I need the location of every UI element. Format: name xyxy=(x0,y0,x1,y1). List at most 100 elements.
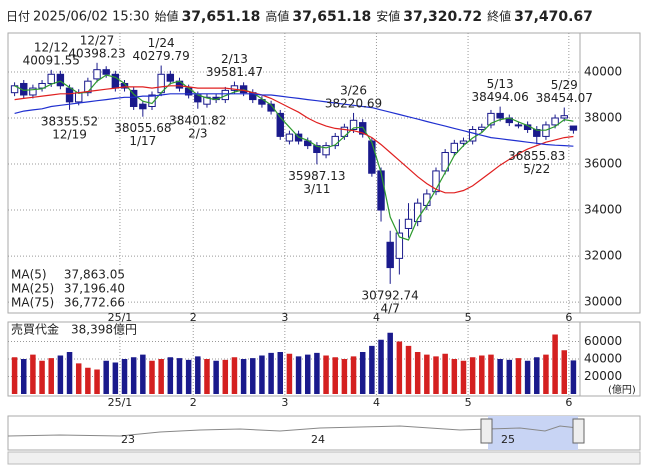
volume-bar xyxy=(130,357,137,394)
header-label: 終値 xyxy=(487,9,511,24)
candle-body xyxy=(404,218,413,229)
y-tick-label: 36000 xyxy=(584,157,622,171)
volume-bar xyxy=(149,360,155,394)
volume-bar xyxy=(469,357,476,394)
volume-bar xyxy=(66,352,73,394)
y-tick-label: 40000 xyxy=(584,352,622,366)
volume-bar xyxy=(304,354,311,394)
volume-bar xyxy=(11,357,18,394)
volume-bar xyxy=(39,360,45,394)
volume-bar xyxy=(277,352,284,394)
volume-bar xyxy=(552,334,558,394)
x-tick-label: 4 xyxy=(373,311,380,324)
annotation-value: 38494.06 xyxy=(471,90,528,104)
volume-bar xyxy=(195,356,201,394)
candle-body xyxy=(65,87,74,103)
candle-body xyxy=(93,69,101,80)
navigator-handle[interactable] xyxy=(480,418,493,444)
candle-body xyxy=(560,115,568,119)
annotation-value: 40398.23 xyxy=(68,46,125,60)
candle-body xyxy=(322,145,330,156)
candle-body xyxy=(47,73,55,84)
candle-body xyxy=(569,125,578,131)
candle-body xyxy=(129,89,138,107)
volume-bar xyxy=(48,358,54,394)
x-tick-label: 2 xyxy=(190,311,197,324)
navigator[interactable]: 23 24 25 xyxy=(7,415,641,465)
candle-body xyxy=(148,94,156,107)
volume-bar xyxy=(259,355,265,394)
candle-body xyxy=(331,135,339,147)
navigator-handle[interactable] xyxy=(572,418,585,444)
header-value: 2025/06/02 15:30 xyxy=(33,10,150,25)
header-label: 安値 xyxy=(376,9,400,24)
volume-bar xyxy=(240,359,247,394)
x-tick-label: 4 xyxy=(373,396,380,409)
volume-bar xyxy=(433,356,439,394)
header-value: 37,651.18 xyxy=(292,9,371,25)
volume-bar xyxy=(167,357,174,394)
volume-bar xyxy=(405,345,412,394)
volume-bar xyxy=(350,356,357,394)
volume-bar xyxy=(378,339,384,394)
volume-bar xyxy=(396,341,403,394)
candle-body xyxy=(102,69,110,75)
annotation-date: 1/24 xyxy=(148,36,175,50)
volume-bar xyxy=(94,369,100,394)
volume-label: 売買代金 38,398億円 xyxy=(11,322,137,337)
navigator-window[interactable] xyxy=(488,416,578,450)
candle-body xyxy=(514,124,523,127)
volume-bar xyxy=(570,360,577,394)
volume-bar xyxy=(543,354,549,394)
volume-bar xyxy=(295,356,302,394)
annotation-date: 12/19 xyxy=(52,127,87,141)
annotation-value: 40091.55 xyxy=(23,53,80,67)
candle-body xyxy=(377,170,385,211)
volume-bar xyxy=(314,352,320,394)
annotation-date: 3/11 xyxy=(303,182,330,196)
header-label: 始値 xyxy=(155,9,179,24)
volume-bar xyxy=(387,332,393,394)
price-panel xyxy=(7,32,641,314)
volume-bar xyxy=(30,354,36,394)
candle-body xyxy=(386,241,394,269)
candle-body xyxy=(423,193,431,206)
y-tick-label: 20000 xyxy=(584,369,622,383)
header-label: 日付 xyxy=(6,10,30,24)
volume-bar xyxy=(534,357,540,394)
x-tick-label: 6 xyxy=(565,396,572,409)
volume-bar xyxy=(460,360,467,394)
annotation-value: 30792.74 xyxy=(362,288,419,302)
volume-bar xyxy=(479,355,485,394)
x-tick-label: 5 xyxy=(465,311,472,324)
candle-body xyxy=(10,85,19,94)
volume-bar xyxy=(213,360,219,394)
volume-bar xyxy=(286,353,293,394)
volume-bar xyxy=(57,355,64,394)
candle-body xyxy=(487,112,495,126)
scrollbar[interactable] xyxy=(7,451,641,465)
volume-bar xyxy=(369,345,375,394)
annotation-value: 38454.07 xyxy=(536,91,593,105)
legend-box xyxy=(9,266,127,310)
candle-body xyxy=(166,73,175,82)
volume-unit: (億円) xyxy=(608,383,636,396)
volume-bar xyxy=(561,350,568,394)
volume-bar xyxy=(341,359,348,394)
annotation-date: 12/27 xyxy=(80,33,115,47)
annotation-date: 2/13 xyxy=(221,52,248,66)
volume-bar xyxy=(222,359,229,394)
navigator-line xyxy=(7,425,579,437)
annotation-value: 40279.79 xyxy=(133,49,190,63)
volume-bar xyxy=(506,359,513,394)
candle-body xyxy=(441,152,449,172)
volume-bar xyxy=(103,360,109,394)
legend-value: 37,196.40 xyxy=(64,282,125,296)
annotation-date: 4/7 xyxy=(381,301,400,315)
annotation-date: 3/26 xyxy=(340,83,367,97)
candle-body xyxy=(84,80,92,94)
candle-body xyxy=(349,119,358,131)
navigator-label: 25 xyxy=(501,433,515,446)
volume-bar xyxy=(442,353,448,394)
